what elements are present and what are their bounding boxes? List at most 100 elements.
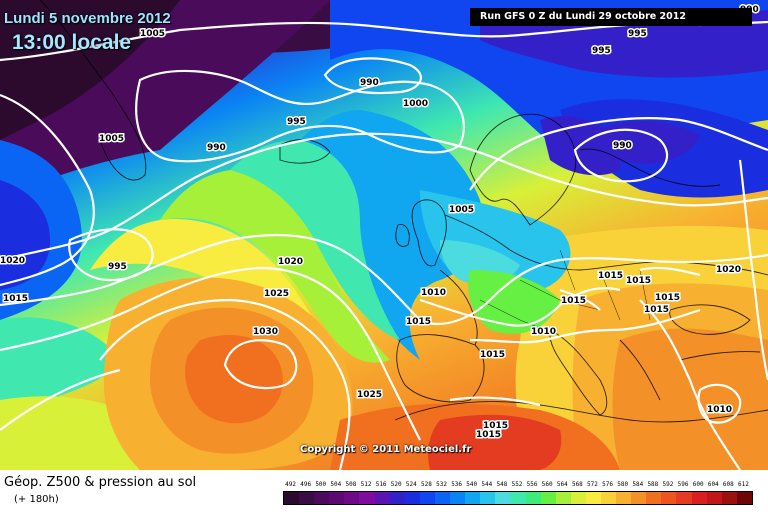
legend-swatch	[616, 492, 632, 504]
isobar-label: 990	[613, 141, 632, 151]
legend-label: 608	[722, 481, 734, 488]
legend-swatch	[721, 492, 737, 504]
legend-swatch	[676, 492, 692, 504]
copyright-notice: Copyright © 2011 Meteociel.fr	[300, 444, 472, 455]
legend-swatch	[525, 492, 541, 504]
legend-label: 588	[647, 481, 659, 488]
legend-swatch	[480, 492, 496, 504]
isobar-label: 1015	[598, 271, 623, 281]
legend-label: 580	[617, 481, 629, 488]
isobar-label: 1020	[716, 265, 741, 275]
coastlines	[39, 0, 768, 423]
geopotential-field	[0, 0, 768, 470]
isobar-label: 1015	[561, 296, 586, 306]
isobar-label: 1015	[476, 430, 501, 440]
legend-labels: 492 496 500 504 508 512 516 520 524 528 532 536 540 5…	[283, 481, 751, 491]
legend-swatch	[600, 492, 617, 504]
legend-label: 544	[481, 481, 493, 488]
legend-label: 552	[511, 481, 523, 488]
isobars	[0, 20, 768, 470]
isobar-label: 1010	[707, 405, 732, 415]
legend-swatch	[585, 492, 601, 504]
legend-swatch	[314, 492, 330, 504]
isobar-label: 995	[287, 117, 306, 127]
isobar-label: 995	[108, 262, 127, 272]
legend-label: 612	[738, 481, 749, 488]
chart-caption: Géop. Z500 & pression au sol	[4, 475, 197, 490]
legend-swatch	[389, 492, 405, 504]
legend-label: 560	[541, 481, 553, 488]
isobar-label: 1010	[531, 327, 556, 337]
legend-label: 536	[451, 481, 463, 488]
isobar-label: 995	[592, 46, 611, 56]
isobar-label: 1000	[403, 99, 428, 109]
legend-label: 496	[300, 481, 312, 488]
legend-swatch	[329, 492, 345, 504]
isobar-label: 1015	[480, 350, 505, 360]
isobar-label: 1025	[264, 289, 289, 299]
isobar-label: 1015	[644, 305, 669, 315]
legend-label: 604	[707, 481, 719, 488]
model-run-info: Run GFS 0 Z du Lundi 29 octobre 2012	[470, 8, 752, 26]
legend-label: 520	[390, 481, 402, 488]
isobar-label: 1005	[140, 29, 165, 39]
legend-swatch	[661, 492, 677, 504]
legend-swatch	[359, 492, 375, 504]
legend-swatch	[555, 492, 571, 504]
legend-label: 540	[466, 481, 478, 488]
legend-label: 592	[662, 481, 674, 488]
legend-swatch	[344, 492, 360, 504]
isobar-labels: 990 995 1005 990 990 1000 995 995 990 10…	[0, 4, 760, 442]
legend-label: 524	[405, 481, 417, 488]
legend-label: 596	[677, 481, 689, 488]
legend-swatch	[374, 492, 390, 504]
isobar-label: 1015	[3, 294, 28, 304]
legend-label: 548	[496, 481, 508, 488]
legend-swatch	[691, 492, 707, 504]
legend-swatch	[404, 492, 420, 504]
isobar-label: 1015	[626, 276, 651, 286]
legend-swatch	[540, 492, 556, 504]
legend-label: 504	[330, 481, 342, 488]
chart-caption-subtitle: (+ 180h)	[14, 494, 59, 505]
color-legend	[283, 491, 753, 505]
legend-swatch	[631, 492, 647, 504]
legend-label: 492	[285, 481, 296, 488]
forecast-date-title: Lundi 5 novembre 2012	[4, 10, 171, 27]
legend-swatch	[284, 492, 300, 504]
legend-swatch	[419, 492, 435, 504]
legend-label: 584	[632, 481, 644, 488]
legend-label: 556	[526, 481, 538, 488]
legend-label: 532	[436, 481, 447, 488]
legend-label: 516	[375, 481, 387, 488]
forecast-time-title: 13:00 locale	[12, 31, 132, 54]
legend-label: 572	[587, 481, 598, 488]
legend-swatch	[434, 492, 451, 504]
legend-swatch	[736, 492, 752, 504]
legend-swatch	[570, 492, 586, 504]
legend-swatch	[495, 492, 511, 504]
isobar-label: 1015	[483, 421, 508, 431]
weather-map: 990 995 1005 990 990 1000 995 995 990 10…	[0, 0, 768, 470]
legend-label: 564	[556, 481, 568, 488]
legend-label: 500	[315, 481, 327, 488]
isobar-label: 995	[628, 29, 647, 39]
isobar-label: 1020	[0, 256, 25, 266]
isobar-label: 1010	[421, 288, 446, 298]
legend-swatch	[510, 492, 526, 504]
isobar-label: 1030	[253, 327, 278, 337]
isobar-label: 1005	[99, 134, 124, 144]
isobar-label: 1005	[449, 205, 474, 215]
legend-label: 512	[360, 481, 372, 488]
legend-swatch	[646, 492, 662, 504]
isobar-label: 1025	[357, 390, 382, 400]
legend-swatch	[706, 492, 722, 504]
isobar-label: 990	[207, 143, 226, 153]
legend-label: 508	[345, 481, 357, 488]
legend-label: 600	[692, 481, 704, 488]
legend-swatch	[465, 492, 481, 504]
isobar-label: 1020	[278, 257, 303, 267]
legend-label: 568	[571, 481, 583, 488]
isobar-label: 990	[360, 78, 379, 88]
